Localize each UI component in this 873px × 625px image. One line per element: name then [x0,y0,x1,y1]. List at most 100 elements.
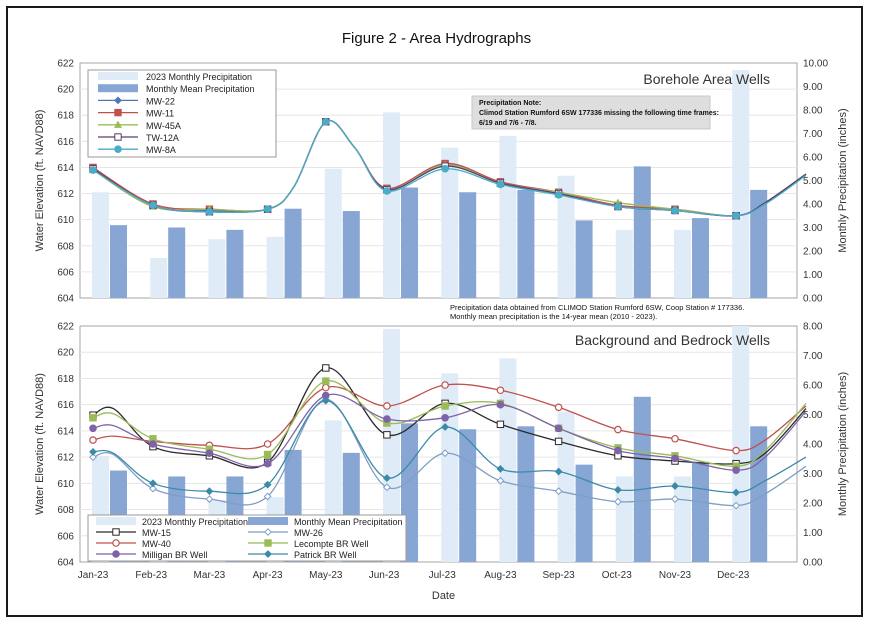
data-point-patrick-br-well [441,423,450,431]
data-point-mw-8a [554,191,563,199]
y-tick-label: 614 [57,163,74,174]
legend-label: MW-22 [146,96,175,106]
data-point-patrick-br-well [671,482,679,490]
data-point-mw-40 [614,425,622,434]
data-point-mw-26 [732,501,741,510]
data-point-mw-8a [205,208,214,216]
bar-2023-precipitation [499,135,517,298]
bar-mean-precipitation [168,227,186,298]
data-point-lecompte-br-well [322,377,330,385]
data-point-mw-8a [496,180,505,189]
bar-mean-precipitation [226,229,244,298]
legend-box [87,514,407,562]
chart-panel-1: 604 606 608 610 612 614 616 618 620 622 0.00 1.00 2.… [34,59,849,305]
data-point-mw-8a [149,201,157,210]
data-point-mw-8a [89,166,97,174]
y-tick-label: 610 [57,479,74,490]
y2-tick-label: 4.00 [803,440,823,451]
bar-2023-precipitation [499,358,517,562]
data-point-mw-40 [554,403,563,412]
series-line-patrick-br-well [92,400,807,495]
bar-2023-precipitation [208,239,226,298]
bar-mean-precipitation [517,189,535,298]
x-tick-label: Dec-23 [717,570,750,581]
data-point-mw-26 [89,453,97,462]
y-tick-label: 620 [57,348,74,359]
data-point-milligan-br-well [89,424,97,433]
data-point-mw-8a [383,187,391,195]
panel-title: Background and Bedrock Wells [575,332,770,348]
y-tick-label: 616 [57,137,74,148]
legend-marker [113,120,123,128]
data-point-mw-40 [263,440,272,448]
y2-tick-label: 5.00 [803,410,823,421]
note-line: 6/19 and 7/6 - 7/8. [479,120,537,127]
chart-panel-2: 604 606 608 610 612 614 616 618 620 622 0.00 1.00 2.… [34,303,849,602]
y-tick-label: 622 [57,59,74,70]
y2-tick-label: 6.00 [803,381,823,392]
bar-mean-precipitation [284,208,302,298]
legend-label: Monthly Mean Precipitation [294,517,403,527]
y-axis-label: Water Elevation (ft. NAVD88) [34,110,46,252]
bar-2023-precipitation [92,192,109,298]
data-point-mw-8a [263,205,272,214]
bar-mean-precipitation [750,189,768,298]
bar-mean-precipitation [692,461,709,562]
legend-marker [264,550,272,558]
bar-mean-precipitation [633,396,651,562]
x-tick-label: Apr-23 [253,570,283,581]
data-point-mw-26 [614,497,622,506]
data-point-milligan-br-well [263,459,272,468]
y2-tick-label: 1.00 [803,270,823,281]
y2-tick-label: 6.00 [803,153,823,164]
bar-2023-precipitation [732,326,750,562]
data-point-patrick-br-well [383,474,391,482]
data-point-patrick-br-well [205,487,214,496]
x-tick-label: Jun-23 [369,570,400,581]
bar-2023-precipitation [383,328,400,562]
data-point-mw-26 [554,487,563,496]
data-point-lecompte-br-well [89,414,97,422]
legend-label: Milligan BR Well [142,550,207,560]
data-point-lecompte-br-well [263,450,272,459]
legend-marker [264,528,272,536]
series-line-mw-15 [92,367,807,469]
data-point-milligan-br-well [614,446,622,455]
precipitation-note: Precipitation Note: Climod Station Rumfor… [471,95,719,130]
data-point-milligan-br-well [441,413,449,422]
x-tick-label: Feb-23 [135,570,167,581]
y2-tick-label: 2.00 [803,499,823,510]
bar-2023-precipitation [324,168,342,298]
legend-marker [114,96,122,105]
data-point-patrick-br-well [149,479,157,488]
bar-mean-precipitation [692,218,709,298]
x-tick-label: Jul-23 [429,570,457,581]
x-axis-label: Date [432,590,455,602]
bar-2023-precipitation [557,411,575,562]
data-point-mw-26 [441,449,450,458]
data-point-patrick-br-well [554,467,563,476]
data-point-mw-15 [322,364,330,372]
y2-axis-label: Monthly Precipitation (inches) [837,108,849,252]
figure-title: Figure 2 - Area Hydrographs [341,30,532,47]
y2-tick-label: 10.00 [803,59,828,70]
data-point-mw-26 [205,495,214,503]
y2-tick-label: 1.00 [803,528,823,539]
legend-label: Patrick BR Well [294,550,356,560]
legend-label: 2023 Monthly Precipitation [146,72,252,82]
x-tick-label: Oct-23 [602,570,632,581]
legend-marker [112,550,120,558]
x-tick-label: Mar-23 [194,570,226,581]
bar-mean-precipitation [575,464,593,562]
y-tick-label: 604 [57,558,74,569]
y2-tick-label: 7.00 [803,351,823,362]
y-tick-label: 604 [57,294,74,305]
legend-label: MW-40 [142,539,171,549]
bar-mean-precipitation [459,429,477,562]
series-line-mw-8a [92,119,807,217]
data-point-mw-40 [383,402,391,410]
y2-tick-label: 8.00 [803,322,823,333]
legend-marker [114,133,122,141]
data-point-mw-40 [671,434,679,443]
